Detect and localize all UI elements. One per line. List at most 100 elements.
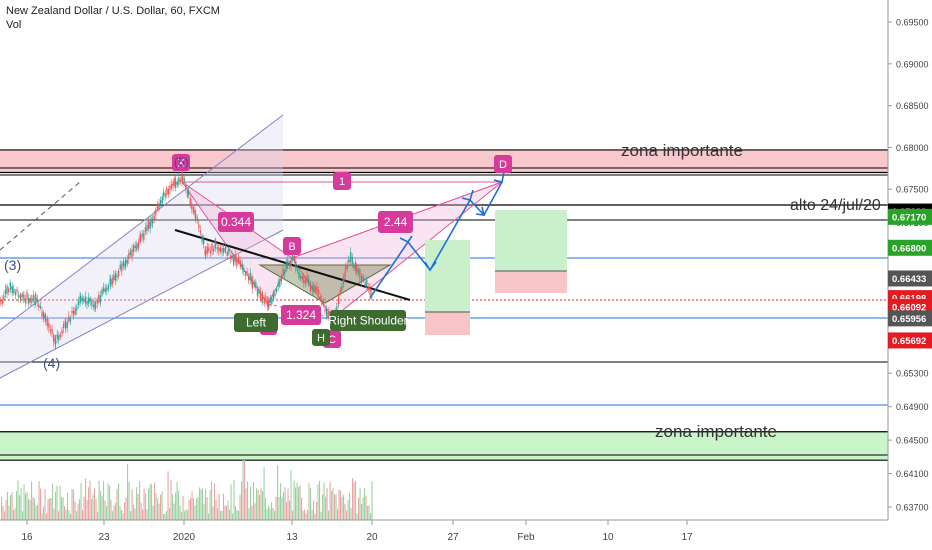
volume-bar: [58, 511, 60, 520]
candle: [28, 298, 30, 304]
volume-bar: [359, 488, 361, 520]
price-tick-label: 0.64900: [896, 402, 929, 412]
candle: [342, 277, 345, 285]
candle: [11, 286, 13, 293]
volume-bar: [8, 506, 10, 520]
volume-bar: [227, 500, 229, 520]
candle: [285, 261, 287, 268]
volume-bar: [326, 488, 328, 520]
candle: [266, 300, 269, 307]
volume-bar: [368, 505, 370, 520]
candle: [148, 221, 150, 230]
point-b-label-bg: [283, 237, 301, 255]
candle: [364, 282, 366, 286]
candle: [61, 330, 63, 334]
candle: [208, 247, 210, 251]
candle: [213, 248, 215, 252]
head-label-bg: [312, 329, 330, 346]
volume-bar: [256, 488, 258, 520]
candle: [101, 289, 103, 296]
volume-bar: [367, 506, 369, 520]
candle: [356, 265, 358, 272]
volume-bar: [2, 505, 4, 520]
volume-bar: [11, 492, 13, 520]
volume-bar: [344, 504, 346, 520]
volume-bar: [293, 480, 295, 520]
candle: [199, 230, 202, 233]
volume-bar: [280, 483, 282, 520]
point-x-label: X: [177, 158, 185, 170]
candle: [316, 286, 318, 292]
candle: [136, 243, 138, 250]
volume-bar: [106, 506, 108, 520]
volume-bar: [215, 499, 217, 520]
volume-bar: [91, 499, 93, 520]
candle: [76, 306, 78, 311]
volume-bar: [263, 467, 265, 520]
volume-bar: [79, 499, 81, 520]
candle: [353, 264, 355, 269]
candle: [195, 213, 197, 219]
candle: [113, 275, 115, 280]
candle: [178, 177, 180, 185]
candle: [125, 259, 127, 266]
candle: [341, 286, 343, 291]
candle: [32, 294, 35, 299]
projection-path: [369, 181, 503, 299]
candle: [308, 278, 310, 285]
candle: [221, 248, 223, 253]
volume-bar: [208, 513, 210, 520]
candle: [86, 300, 88, 305]
volume-bar: [269, 508, 271, 520]
volume-bar: [260, 488, 262, 520]
candle: [310, 285, 312, 291]
volume-bar: [7, 491, 9, 520]
point-d-label-bg: [494, 155, 512, 173]
volume-bar: [52, 483, 54, 520]
volume-bar: [89, 480, 91, 520]
price-label-bg: [888, 270, 932, 287]
candle: [357, 268, 359, 274]
candle: [253, 282, 255, 285]
volume-bar: [182, 495, 184, 520]
volume-bar: [92, 495, 94, 520]
candle: [186, 190, 189, 197]
candle: [271, 298, 273, 304]
volume-bar: [44, 488, 46, 520]
candle: [96, 299, 98, 304]
volume-bar: [220, 510, 222, 520]
volume-bar: [43, 506, 45, 520]
time-tick-label: 16: [21, 532, 33, 543]
volume-bar: [341, 496, 343, 520]
volume-bar: [251, 505, 253, 520]
candle: [26, 292, 28, 300]
volume-bar: [32, 497, 34, 520]
candle: [280, 275, 283, 282]
candle: [203, 239, 205, 245]
candle: [367, 286, 370, 290]
candle: [318, 290, 320, 294]
candle: [64, 320, 66, 326]
volume-bar: [133, 504, 135, 520]
candle: [351, 256, 353, 265]
candle: [339, 289, 341, 293]
candle: [293, 255, 295, 261]
candle: [172, 181, 174, 186]
candle: [359, 269, 361, 278]
candle: [74, 308, 76, 314]
candle: [59, 334, 62, 337]
candle: [329, 313, 331, 320]
point-d-label: D: [499, 159, 507, 171]
time-tick-label: 17: [681, 532, 693, 543]
candle: [3, 295, 5, 301]
time-tick-label: 13: [286, 532, 298, 543]
price-label-bg: [888, 208, 932, 225]
volume-bar: [283, 492, 285, 520]
candle: [243, 268, 245, 273]
volume-bar: [46, 513, 48, 520]
volume-bar: [343, 494, 345, 520]
volume-bar: [193, 498, 195, 520]
volume-bar: [221, 510, 223, 520]
candle: [179, 179, 182, 182]
